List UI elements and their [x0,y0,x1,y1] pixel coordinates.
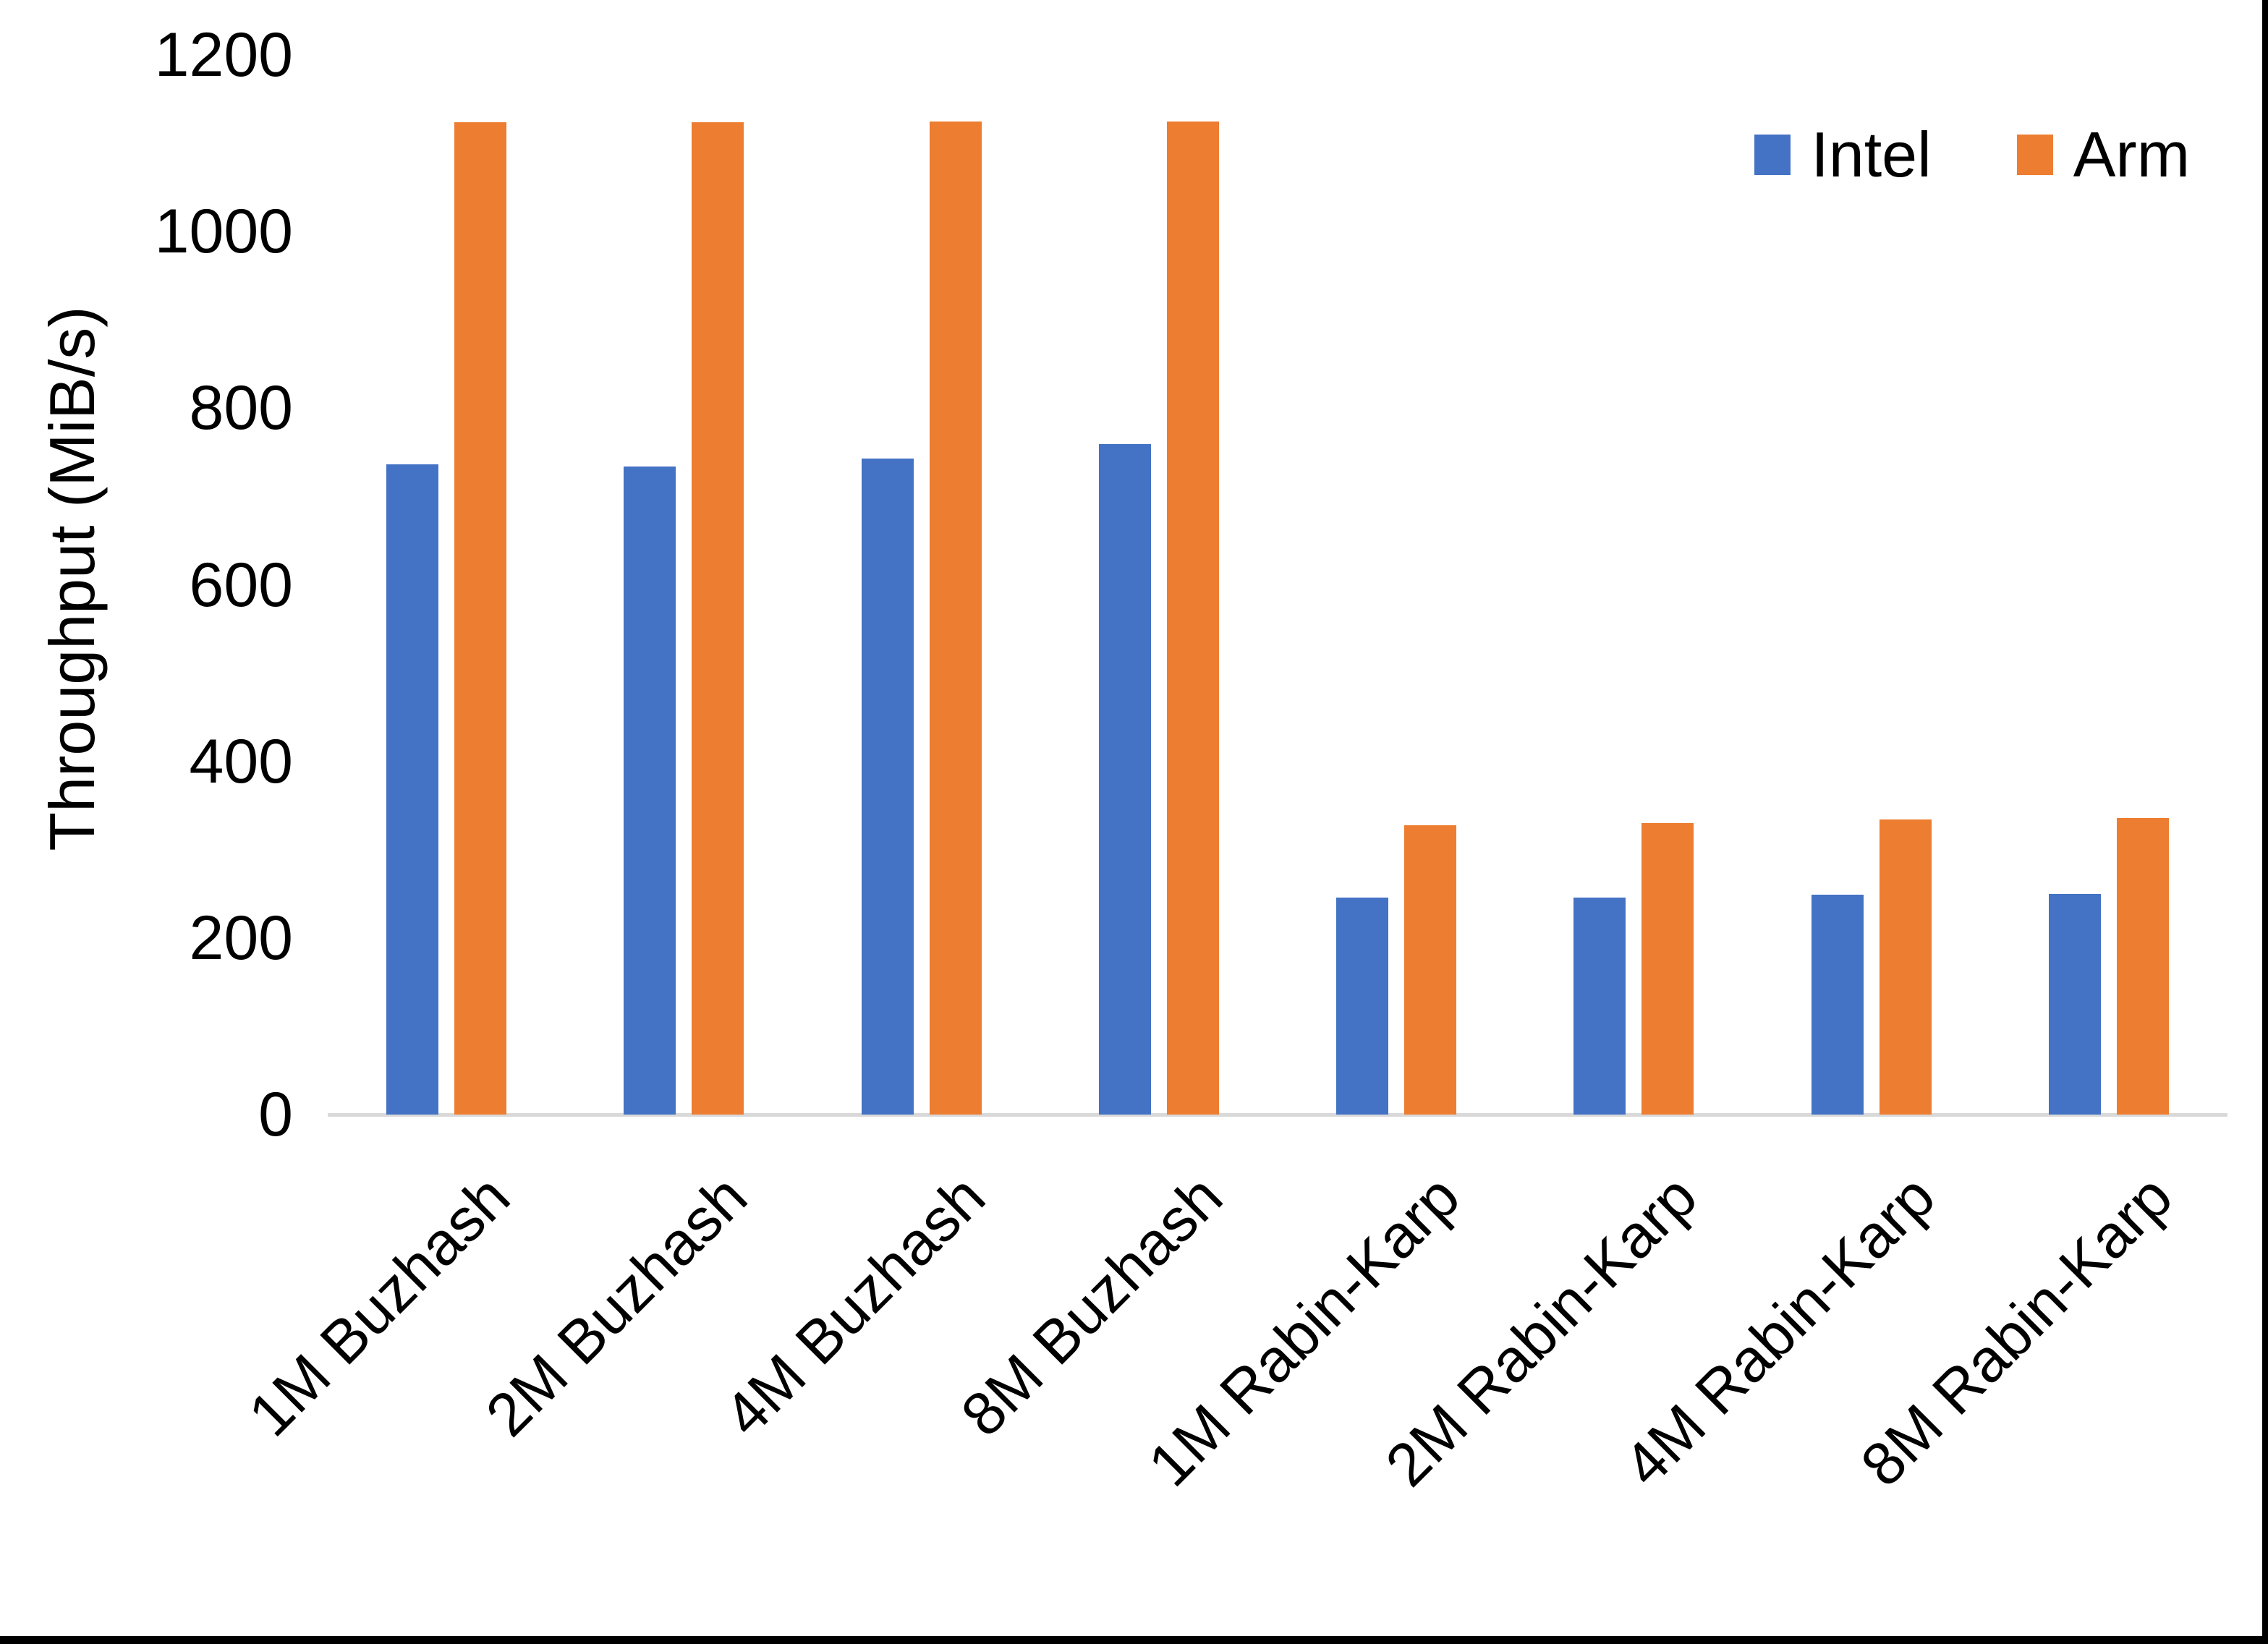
bar-arm-4m-buzhash [929,121,982,1115]
window-edge-bottom [0,1636,2268,1644]
y-tick-label-1000: 1000 [154,197,293,267]
legend-item-intel: Intel [1754,118,1932,192]
legend-label-arm: Arm [2073,119,2190,190]
y-tick-label-600: 600 [189,550,294,620]
y-tick-label-800: 800 [189,373,294,443]
bar-arm-1m-buzhash [454,122,507,1115]
y-tick-label-200: 200 [189,903,294,973]
bar-intel-4m-rabin-karp [1811,895,1864,1115]
legend-swatch-arm [2016,135,2053,175]
y-tick-label-0: 0 [258,1080,293,1149]
bar-intel-8m-buzhash [1098,444,1151,1115]
bar-intel-4m-buzhash [861,458,914,1115]
x-axis-line [328,1113,2227,1117]
legend-swatch-intel [1754,135,1791,175]
bar-arm-8m-buzhash [1166,121,1219,1115]
bar-arm-2m-buzhash [692,122,744,1115]
bar-intel-1m-buzhash [386,464,439,1115]
legend: Intel Arm [1754,118,2190,192]
bar-intel-2m-buzhash [624,466,676,1115]
legend-label-intel: Intel [1811,119,1932,190]
bar-intel-8m-rabin-karp [2048,893,2101,1115]
y-tick-label-400: 400 [189,726,294,796]
bar-arm-1m-rabin-karp [1404,825,1457,1115]
y-tick-label-1200: 1200 [154,20,293,90]
bar-arm-4m-rabin-karp [1879,819,1932,1115]
bar-arm-8m-rabin-karp [2116,817,2169,1115]
bar-arm-2m-rabin-karp [1641,823,1694,1115]
legend-item-arm: Arm [2016,118,2190,192]
bar-intel-1m-rabin-karp [1336,897,1389,1115]
window-edge-right [2262,0,2268,1644]
bar-intel-2m-rabin-karp [1573,897,1626,1115]
